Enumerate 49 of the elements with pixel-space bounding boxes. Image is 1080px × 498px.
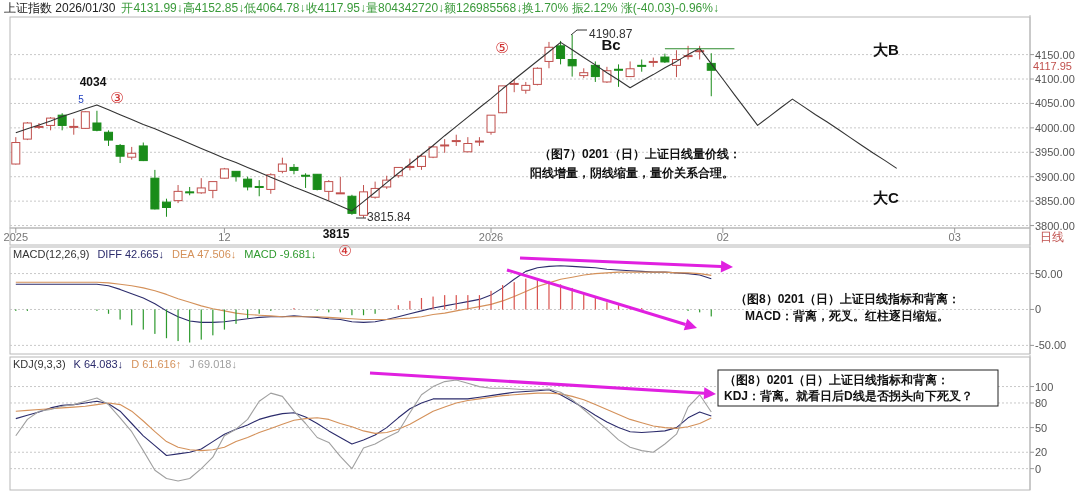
y-tick-label: 4150.00 [1035, 48, 1075, 61]
annotation: 大C [873, 189, 900, 206]
annotation: ④ [338, 242, 352, 259]
annotation: （图7）0201（日）上证日线量价线： [539, 147, 741, 161]
y-tick-label: 4050.00 [1035, 97, 1075, 110]
text: D 61.616↑ [131, 358, 182, 370]
x-tick-label: 2026 [478, 231, 504, 243]
text: MACD -9.681↓ [244, 248, 317, 260]
legend-title: KDJ(9,3,3) [13, 358, 66, 370]
annotation: 4190.87 [589, 27, 633, 41]
text: J 69.018↓ [189, 358, 237, 370]
annotation: 大B [873, 41, 900, 58]
y-tick-label: 3950.00 [1035, 146, 1075, 159]
annotation: 5 [78, 94, 85, 105]
x-tick-label: 12 [218, 231, 231, 243]
legend-title: MACD(12,26,9) [13, 248, 90, 260]
y-tick-label: 80 [1035, 396, 1048, 409]
text: DIFF 42.665↓ [97, 248, 165, 260]
y-tick-label: 3800.00 [1035, 219, 1075, 232]
y-tick-label: 3850.00 [1035, 195, 1075, 208]
annotation: ⑤ [495, 39, 509, 56]
annotation: MACD：背离，死叉。红柱逐日缩短。 [745, 309, 949, 323]
annotation: （图8）0201（日）上证日线指标和背离： [735, 292, 961, 306]
text: K 64.083↓ [73, 358, 124, 370]
annotation: 3815 [322, 227, 350, 241]
annotation: 3815.84 [367, 210, 411, 224]
y-tick-label: 0 [1035, 462, 1042, 475]
annotation: 4034 [79, 75, 107, 89]
text: 4117.95 [1033, 60, 1072, 72]
x-tick-label: 03 [948, 231, 961, 243]
y-tick-label: 50.00 [1035, 267, 1063, 280]
y-tick-label: 4000.00 [1035, 121, 1075, 134]
annotation: （图8）0201（日）上证日线指标和背离： [724, 373, 950, 387]
y-tick-label: 50 [1035, 421, 1048, 434]
text: 日线 [1040, 230, 1064, 244]
chart-title: 上证指数 2026/01/30 [4, 1, 116, 15]
annotation: ③ [110, 89, 124, 106]
x-tick-label: 02 [716, 231, 729, 243]
y-tick-label: 20 [1035, 446, 1048, 459]
y-tick-label: 0 [1035, 303, 1042, 316]
annotation: 阳线增量，阴线缩量，量价关系合理。 [530, 166, 734, 180]
chart-subtitle: 开4131.99↓高4152.85↓低4064.78↓收4117.95↓量804342720↓额126985568↓换1.70% 振2.12% 涨(-40.03)-0.96%↓ [121, 1, 719, 15]
y-tick-label: -50.00 [1035, 339, 1067, 352]
y-tick-label: 100 [1035, 380, 1054, 393]
x-tick-label: 2025 [3, 231, 29, 243]
y-tick-label: 4100.00 [1035, 73, 1075, 86]
annotation: KDJ：背离。就看日后D线是否拐头向下死叉？ [724, 389, 973, 403]
text: DEA 47.506↓ [172, 248, 237, 260]
y-tick-label: 3900.00 [1035, 170, 1075, 183]
